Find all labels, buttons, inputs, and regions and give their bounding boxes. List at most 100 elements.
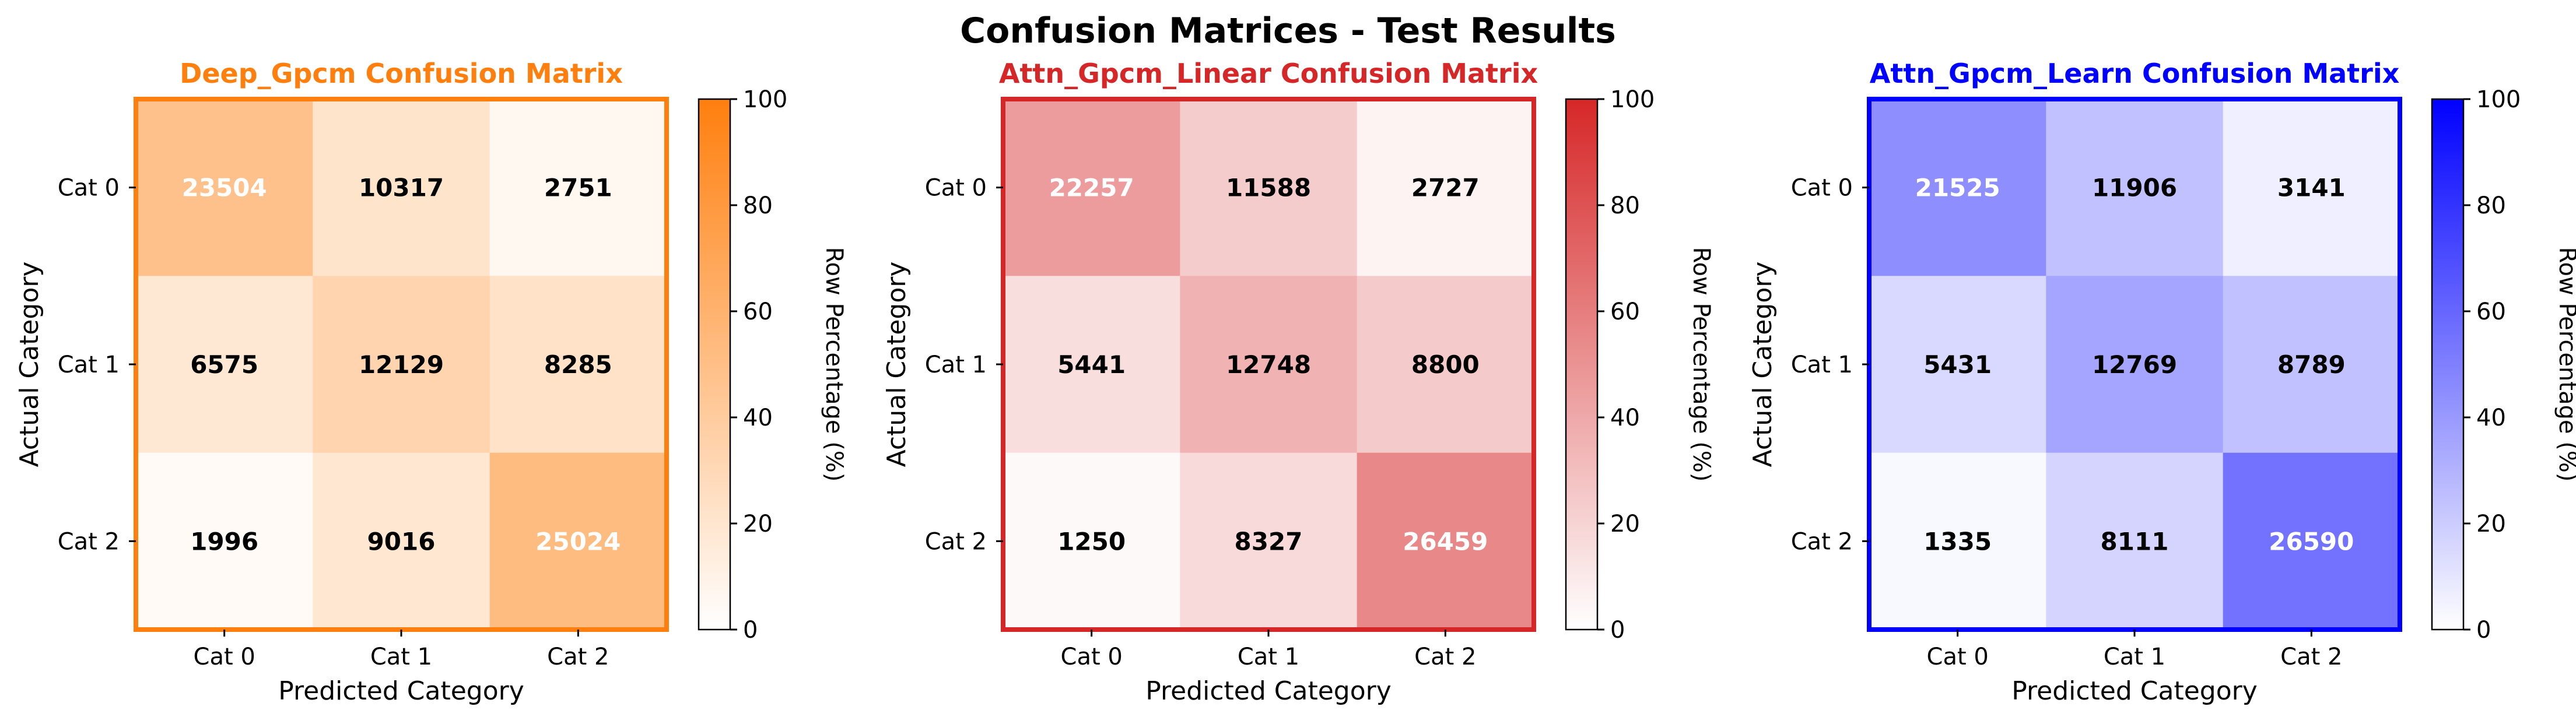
x-axis-label: Predicted Category bbox=[2011, 676, 2258, 706]
colorbar-label: Row Percentage (%) bbox=[1688, 247, 1715, 482]
colorbar-tick-label: 80 bbox=[1610, 192, 1640, 219]
heatmap-cell bbox=[313, 452, 490, 630]
y-tick-label: Cat 0 bbox=[58, 175, 120, 202]
cell-value: 12769 bbox=[2092, 350, 2177, 379]
heatmap-cell bbox=[136, 452, 313, 630]
y-tick-label: Cat 2 bbox=[1791, 528, 1853, 555]
heatmap-cell bbox=[1357, 99, 1534, 276]
cell-value: 2751 bbox=[544, 174, 612, 202]
x-tick-label: Cat 2 bbox=[1414, 644, 1476, 670]
cell-value: 1250 bbox=[1057, 527, 1126, 556]
y-axis-label: Actual Category bbox=[15, 262, 44, 468]
cell-value: 12748 bbox=[1226, 350, 1311, 379]
colorbar-tick-label: 40 bbox=[743, 405, 773, 431]
cell-value: 3141 bbox=[2277, 174, 2346, 202]
y-tick-label: Cat 0 bbox=[1791, 175, 1853, 202]
y-tick-label: Cat 0 bbox=[925, 175, 987, 202]
colorbar-tick-label: 0 bbox=[1610, 617, 1625, 644]
colorbar-label: Row Percentage (%) bbox=[2554, 247, 2576, 482]
colorbar bbox=[2431, 98, 2465, 631]
colorbar-tick-label: 80 bbox=[743, 192, 773, 219]
x-tick-label: Cat 0 bbox=[194, 644, 255, 670]
colorbar-tick-label: 0 bbox=[743, 617, 758, 644]
x-axis-label: Predicted Category bbox=[1145, 676, 1392, 706]
colorbar-tick-label: 40 bbox=[1610, 405, 1640, 431]
heatmap-panel-3: Attn_Gpcm_Learn Confusion Matrix 21525 119… bbox=[1748, 58, 2576, 706]
y-axis-label: Actual Category bbox=[1748, 262, 1778, 468]
heatmap-cell bbox=[313, 276, 490, 454]
heatmap-cell bbox=[1869, 276, 2046, 454]
colorbar-tick-label: 20 bbox=[2476, 511, 2506, 537]
colorbar bbox=[1565, 98, 1599, 631]
colorbar-label: Row Percentage (%) bbox=[821, 247, 847, 482]
heatmap-cell bbox=[1180, 452, 1358, 630]
cell-value: 8285 bbox=[544, 350, 612, 379]
heatmap-cell bbox=[2046, 99, 2224, 276]
cell-value: 22257 bbox=[1049, 174, 1134, 202]
cell-value: 1335 bbox=[1923, 527, 1992, 556]
heatmap-cell bbox=[1869, 99, 2046, 276]
y-tick-label: Cat 2 bbox=[58, 528, 120, 555]
heatmap-cell bbox=[2223, 452, 2400, 630]
cell-value: 26590 bbox=[2269, 527, 2354, 556]
y-tick-label: Cat 1 bbox=[1791, 352, 1853, 378]
cell-value: 8111 bbox=[2101, 527, 2169, 556]
panel-title: Attn_Gpcm_Linear Confusion Matrix bbox=[999, 58, 1538, 89]
cell-value: 26459 bbox=[1403, 527, 1488, 556]
x-tick-label: Cat 0 bbox=[1061, 644, 1123, 670]
heatmap-cell bbox=[2046, 452, 2224, 630]
heatmap-cell bbox=[136, 276, 313, 454]
x-tick-label: Cat 1 bbox=[1238, 644, 1299, 670]
cell-value: 11588 bbox=[1226, 174, 1311, 202]
colorbar-tick-label: 20 bbox=[743, 511, 773, 537]
heatmap-cell bbox=[1003, 99, 1180, 276]
heatmap-cell bbox=[489, 452, 667, 630]
heatmap-cell bbox=[1003, 276, 1180, 454]
heatmap-cell bbox=[313, 99, 490, 276]
heatmap-cell bbox=[2046, 276, 2224, 454]
y-tick-label: Cat 1 bbox=[925, 352, 987, 378]
heatmap-cell bbox=[1180, 99, 1358, 276]
cell-value: 25024 bbox=[535, 527, 621, 556]
heatmap-cell bbox=[136, 99, 313, 276]
y-tick-label: Cat 2 bbox=[925, 528, 987, 555]
colorbar-tick-label: 20 bbox=[1610, 511, 1640, 537]
colorbar-tick-label: 60 bbox=[743, 298, 773, 325]
heatmap-panel-1: Deep_Gpcm Confusion Matrix 23504 10317 2751… bbox=[15, 58, 847, 706]
y-tick-label: Cat 1 bbox=[58, 352, 120, 378]
cell-value: 12129 bbox=[359, 350, 444, 379]
heatmap-cell bbox=[1357, 276, 1534, 454]
panel-title: Deep_Gpcm Confusion Matrix bbox=[180, 58, 623, 89]
cell-value: 1996 bbox=[190, 527, 258, 556]
heatmap-cell bbox=[2223, 276, 2400, 454]
cell-value: 5441 bbox=[1057, 350, 1126, 379]
figure-title: Confusion Matrices - Test Results bbox=[960, 10, 1616, 51]
x-tick-label: Cat 2 bbox=[2280, 644, 2342, 670]
cell-value: 11906 bbox=[2092, 174, 2177, 202]
cell-value: 9016 bbox=[367, 527, 436, 556]
colorbar-tick-label: 100 bbox=[2476, 86, 2521, 113]
heatmap-cell bbox=[1357, 452, 1534, 630]
x-tick-label: Cat 0 bbox=[1927, 644, 1989, 670]
heatmap-cell bbox=[489, 276, 667, 454]
heatmap-cell bbox=[1180, 276, 1358, 454]
colorbar-tick-label: 100 bbox=[1610, 86, 1655, 113]
cell-value: 6575 bbox=[190, 350, 258, 379]
colorbar-tick-label: 60 bbox=[2476, 298, 2506, 325]
cell-value: 5431 bbox=[1923, 350, 1992, 379]
colorbar-tick-label: 80 bbox=[2476, 192, 2506, 219]
x-tick-label: Cat 1 bbox=[370, 644, 432, 670]
cell-value: 2727 bbox=[1411, 174, 1480, 202]
heatmap-cell bbox=[2223, 99, 2400, 276]
cell-value: 8800 bbox=[1411, 350, 1480, 379]
heatmap-cell bbox=[1003, 452, 1180, 630]
colorbar-tick-label: 40 bbox=[2476, 405, 2506, 431]
x-tick-label: Cat 1 bbox=[2104, 644, 2165, 670]
cell-value: 23504 bbox=[182, 174, 267, 202]
cell-value: 21525 bbox=[1915, 174, 2000, 202]
panel-title: Attn_Gpcm_Learn Confusion Matrix bbox=[1870, 58, 2400, 89]
heatmap-panel-2: Attn_Gpcm_Linear Confusion Matrix 22257 11… bbox=[882, 58, 1715, 706]
cell-value: 8789 bbox=[2277, 350, 2346, 379]
